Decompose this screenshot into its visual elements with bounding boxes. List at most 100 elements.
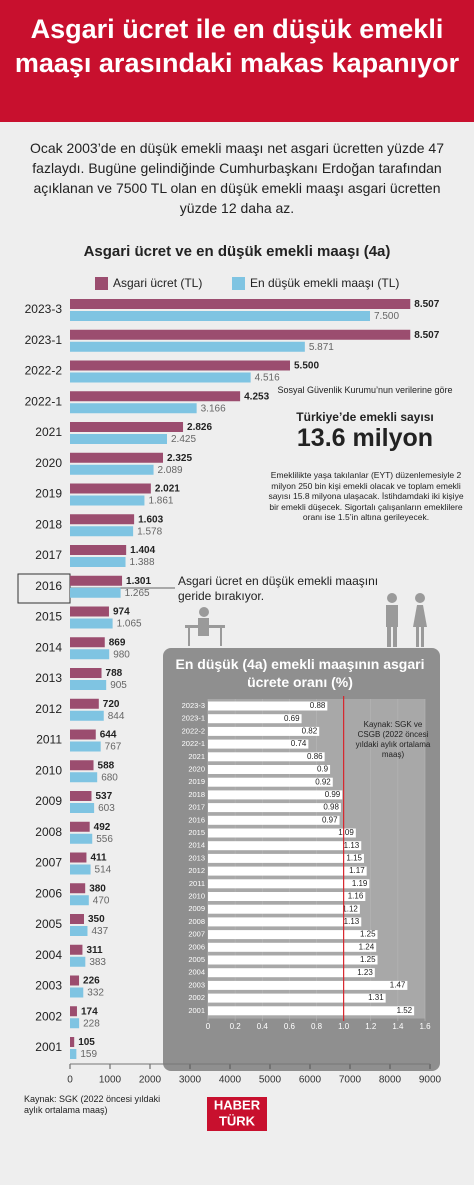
inset-title: En düşük (4a) emekli maaşının asgari ücr… [175,656,425,690]
legend-swatch [232,277,245,290]
y-tick-label: 2005 [188,955,205,964]
y-tick-label: 2002 [188,993,205,1002]
value-label: 0.99 [325,790,341,799]
bar [208,892,366,901]
value-label: 174 [81,1006,98,1017]
value-label: 1.52 [397,1006,413,1015]
legend-swatch [95,277,108,290]
value-label: 1.16 [348,892,364,901]
y-tick-label: 2013 [35,671,62,685]
y-tick-label: 2016 [188,815,205,824]
value-label: 1.25 [360,930,376,939]
value-label: 1.09 [338,828,354,837]
value-label: 1.301 [126,576,151,587]
y-tick-label: 2019 [188,777,205,786]
value-label: 905 [110,680,127,691]
y-tick-label: 2003 [188,980,205,989]
value-label: 0.9 [317,765,329,774]
bar [208,1006,415,1016]
value-label: 2.089 [158,465,183,476]
value-label: 1.265 [125,588,150,599]
logo-text: HABER [214,1097,261,1112]
value-label: 383 [89,957,106,968]
value-label: 8.507 [414,330,439,341]
bar [70,422,184,432]
bar [70,1049,77,1059]
y-tick-label: 2019 [35,487,62,501]
value-label: 332 [87,988,104,999]
page-title: Asgari ücret ile en düşük emekli maaşı a… [14,14,460,78]
bar [70,791,92,801]
value-label: 1.24 [359,942,375,951]
bar [208,777,333,787]
value-label: 0.86 [307,752,323,761]
bar [208,752,325,762]
value-label: 3.166 [201,403,226,414]
value-label: 1.12 [342,904,358,913]
x-tick-label: 9000 [419,1075,442,1086]
value-label: 226 [83,976,100,987]
value-label: 1.17 [349,866,365,875]
value-label: 720 [103,699,120,710]
y-tick-label: 2020 [35,456,62,470]
x-tick-label: 1.0 [338,1022,350,1031]
value-label: 1.25 [360,955,376,964]
value-label: 0.92 [315,777,331,786]
bar [70,403,197,414]
bar [70,852,87,863]
bar [70,545,127,555]
value-label: 603 [98,803,115,814]
bar [70,821,90,832]
value-label: 644 [100,730,117,741]
value-label: 8.507 [414,299,439,310]
bar [70,391,241,402]
y-tick-label: 2021 [35,425,62,439]
value-label: 980 [113,649,130,660]
bar [208,790,343,800]
bar [70,514,135,525]
x-tick-label: 8000 [379,1075,402,1086]
bar [70,926,88,936]
y-tick-label: 2010 [35,763,62,777]
y-tick-label: 2017 [188,803,205,812]
x-tick-label: 0.6 [284,1022,296,1031]
value-label: 437 [91,926,108,937]
value-label: 1.388 [130,557,155,568]
bar [70,299,411,309]
value-label: 788 [106,668,123,679]
value-label: 767 [105,742,122,753]
y-tick-label: 2023-3 [182,701,205,710]
y-tick-label: 2002 [35,1009,62,1023]
annotation: Asgari ücret en düşük emekli maaşını ger… [178,574,379,603]
x-tick-label: 0 [206,1022,211,1031]
value-label: 844 [108,711,125,722]
x-tick-label: 6000 [299,1075,322,1086]
value-label: 470 [93,895,110,906]
value-label: 974 [113,607,130,618]
bar [70,944,83,955]
bar [70,483,151,494]
info-source: Sosyal Güvenlik Kurumu’nun verilerine gö… [277,385,453,395]
value-label: 159 [80,1049,97,1060]
y-tick-label: 2015 [188,828,205,837]
bar [70,341,305,352]
y-tick-label: 2005 [35,917,62,931]
y-tick-label: 2003 [35,979,62,993]
bar [70,895,89,906]
value-label: 105 [78,1037,95,1048]
value-label: 5.871 [309,342,334,353]
x-tick-label: 3000 [179,1075,202,1086]
bar [208,739,309,749]
value-label: 1.404 [130,545,155,556]
bar [208,955,378,965]
bar [70,680,107,690]
value-label: 1.13 [344,841,360,850]
bar [208,917,362,927]
bar [70,772,98,783]
intro-text: Ocak 2003’de en düşük emekli maaşı net a… [29,140,445,216]
bar [70,760,94,771]
bar [208,853,364,863]
x-tick-label: 0.8 [311,1022,323,1031]
value-label: 537 [95,791,112,802]
